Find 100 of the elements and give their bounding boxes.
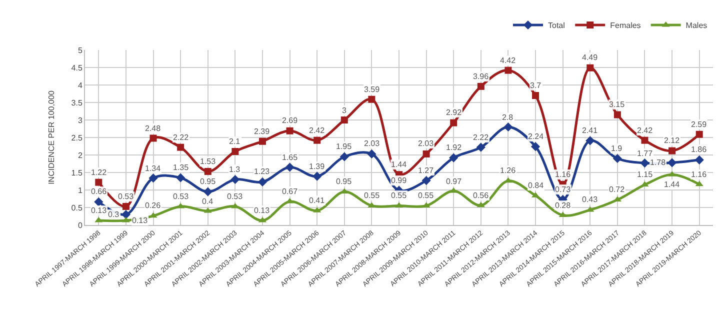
point xyxy=(285,162,294,172)
point xyxy=(504,122,513,132)
y-tick-label: 5 xyxy=(78,46,83,55)
point xyxy=(94,216,103,222)
point xyxy=(586,64,594,72)
data-label: 3.59 xyxy=(364,85,380,94)
point xyxy=(176,202,185,208)
point xyxy=(504,66,512,74)
point xyxy=(641,136,648,144)
data-label: 0.13 xyxy=(91,206,108,215)
data-label: 0.26 xyxy=(145,201,162,210)
point xyxy=(176,173,186,182)
data-label: 0.13 xyxy=(254,206,270,215)
point xyxy=(530,142,540,152)
point xyxy=(148,174,158,183)
data-label: 0.73 xyxy=(555,185,572,194)
data-label: 0.84 xyxy=(528,181,544,190)
data-label: 0.43 xyxy=(582,195,598,204)
point xyxy=(368,96,376,103)
data-label: 0.3 xyxy=(108,210,120,219)
data-label: 1.16 xyxy=(691,170,708,179)
data-label: 0.66 xyxy=(91,187,108,196)
data-label: 0.97 xyxy=(446,177,462,186)
data-label: 2.22 xyxy=(173,133,190,142)
point xyxy=(695,180,704,186)
data-label: 0.95 xyxy=(336,177,352,186)
point xyxy=(94,197,104,206)
y-tick-label: 1 xyxy=(78,186,83,195)
data-label: 1.92 xyxy=(446,143,462,152)
data-label: 0.67 xyxy=(282,187,298,196)
point xyxy=(614,111,621,118)
point xyxy=(640,158,650,168)
point xyxy=(476,142,486,152)
data-label: 2.42 xyxy=(637,126,654,135)
data-label: 3.96 xyxy=(473,72,490,81)
point xyxy=(286,127,294,134)
point xyxy=(449,153,458,162)
point xyxy=(314,136,321,144)
point xyxy=(258,177,268,186)
data-label: 3 xyxy=(342,106,347,115)
data-label: 1.34 xyxy=(145,164,162,173)
y-axis-title: INCIDENCE PER 100,000 xyxy=(46,90,56,184)
data-label: 2.12 xyxy=(664,136,680,145)
data-label: 2.92 xyxy=(446,108,462,117)
y-tick-label: 1.5 xyxy=(71,168,83,178)
data-label: 0.55 xyxy=(418,191,434,200)
data-label: 2.69 xyxy=(282,116,298,125)
data-label: 1.53 xyxy=(200,157,216,166)
point xyxy=(149,212,158,218)
data-label: 0.55 xyxy=(391,191,408,200)
data-label: 1.39 xyxy=(309,162,326,171)
data-label: 1.44 xyxy=(391,160,408,169)
point xyxy=(422,176,431,186)
point xyxy=(340,116,348,124)
data-label: 3.15 xyxy=(609,100,626,109)
point xyxy=(340,152,349,162)
data-label: 1.95 xyxy=(336,142,352,151)
data-label: 2.42 xyxy=(309,126,326,135)
data-label: 0.53 xyxy=(173,192,190,201)
data-label: 1.77 xyxy=(637,149,654,158)
point xyxy=(122,202,130,210)
legend-label: Total xyxy=(548,21,566,30)
y-tick-label: 4 xyxy=(78,80,83,90)
data-label: 2.1 xyxy=(229,137,241,146)
point xyxy=(532,92,540,99)
y-tick-label: 4.5 xyxy=(71,63,83,72)
legend-label: Males xyxy=(686,21,708,30)
data-label: 0.53 xyxy=(118,192,134,201)
data-label: 2.59 xyxy=(691,120,708,129)
data-label: 2.03 xyxy=(364,139,380,148)
point xyxy=(694,155,704,164)
data-label: 1.23 xyxy=(254,167,270,176)
data-label: 1.15 xyxy=(637,170,654,179)
data-label: 4.42 xyxy=(500,56,516,65)
data-label: 0.4 xyxy=(202,197,214,206)
point xyxy=(668,147,676,154)
y-tick-label: 3.5 xyxy=(71,98,83,108)
data-label: 3.7 xyxy=(530,81,542,90)
data-label: 0.95 xyxy=(200,177,216,186)
legend-label: Females xyxy=(610,21,641,30)
data-label: 1.26 xyxy=(500,166,516,175)
data-label: 1.35 xyxy=(173,163,190,172)
y-tick-label: 0.5 xyxy=(71,203,83,212)
data-label: 0.72 xyxy=(609,185,626,194)
point xyxy=(476,202,485,208)
y-tick-label: 2.5 xyxy=(71,133,83,142)
data-label: 0.41 xyxy=(309,196,326,205)
point xyxy=(612,154,622,164)
data-label: 2.8 xyxy=(502,113,514,122)
point xyxy=(477,82,484,90)
data-label: 0.53 xyxy=(227,192,244,201)
data-label: 1.22 xyxy=(91,168,108,177)
data-label: 1.78 xyxy=(650,158,666,167)
point xyxy=(312,172,322,181)
data-label: 2.22 xyxy=(473,133,490,142)
point xyxy=(667,158,677,168)
y-tick-label: 0 xyxy=(78,220,83,230)
data-label: 2.48 xyxy=(145,124,162,133)
data-label: 0.13 xyxy=(132,216,148,225)
data-label: 1.3 xyxy=(229,165,241,174)
